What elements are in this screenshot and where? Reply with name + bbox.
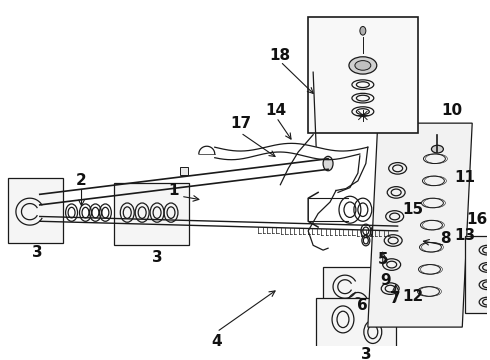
Ellipse shape bbox=[349, 57, 377, 74]
Ellipse shape bbox=[323, 156, 333, 171]
Text: 13: 13 bbox=[455, 228, 476, 243]
Ellipse shape bbox=[360, 26, 366, 35]
Bar bbox=[8, 178, 63, 243]
Text: 5: 5 bbox=[377, 252, 388, 267]
Text: 18: 18 bbox=[270, 48, 291, 63]
Text: 17: 17 bbox=[230, 116, 251, 131]
Bar bbox=[180, 167, 188, 175]
Text: 2: 2 bbox=[76, 174, 87, 188]
Ellipse shape bbox=[355, 60, 371, 70]
Text: 1: 1 bbox=[169, 183, 179, 198]
Polygon shape bbox=[368, 123, 472, 327]
Bar bbox=[323, 267, 394, 333]
Text: 7: 7 bbox=[391, 291, 401, 306]
Text: 12: 12 bbox=[402, 289, 423, 304]
Text: 11: 11 bbox=[455, 171, 476, 185]
Bar bbox=[308, 17, 417, 133]
Text: 3: 3 bbox=[152, 250, 162, 265]
Bar bbox=[114, 183, 189, 245]
Text: 16: 16 bbox=[466, 212, 488, 227]
Text: 14: 14 bbox=[266, 103, 287, 118]
Text: 4: 4 bbox=[211, 334, 222, 349]
Text: 15: 15 bbox=[402, 202, 423, 217]
Text: 10: 10 bbox=[442, 103, 463, 118]
Text: 3: 3 bbox=[361, 347, 371, 360]
Ellipse shape bbox=[36, 193, 44, 206]
Bar bbox=[465, 236, 490, 313]
Bar bbox=[316, 298, 395, 351]
Text: 9: 9 bbox=[380, 274, 391, 288]
Text: 8: 8 bbox=[440, 231, 451, 246]
Text: 3: 3 bbox=[32, 244, 43, 260]
Text: 6: 6 bbox=[358, 298, 368, 314]
Ellipse shape bbox=[432, 145, 443, 153]
